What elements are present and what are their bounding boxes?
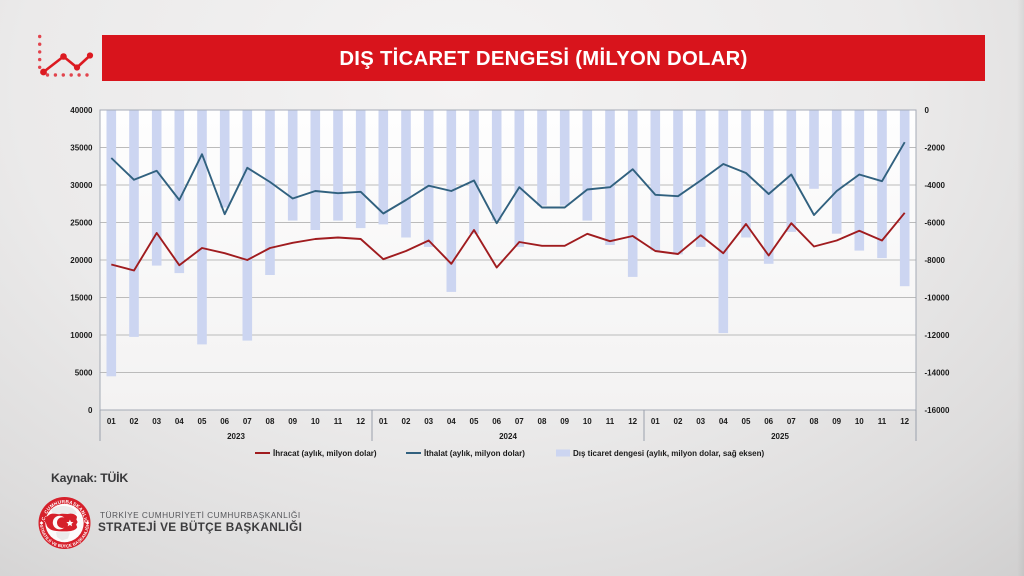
svg-text:12: 12 xyxy=(356,417,365,426)
svg-text:07: 07 xyxy=(787,417,796,426)
svg-text:10: 10 xyxy=(855,417,864,426)
svg-text:İthalat (aylık, milyon dolar): İthalat (aylık, milyon dolar) xyxy=(424,449,525,458)
svg-text:-4000: -4000 xyxy=(925,181,946,190)
svg-text:Dış ticaret dengesi (aylık, mi: Dış ticaret dengesi (aylık, milyon dolar… xyxy=(573,449,765,458)
svg-text:05: 05 xyxy=(742,417,751,426)
svg-text:07: 07 xyxy=(515,417,524,426)
svg-text:04: 04 xyxy=(719,417,728,426)
svg-text:09: 09 xyxy=(288,417,297,426)
svg-text:05: 05 xyxy=(470,417,479,426)
svg-text:01: 01 xyxy=(379,417,388,426)
svg-text:15000: 15000 xyxy=(70,293,93,302)
svg-text:25000: 25000 xyxy=(70,218,93,227)
svg-text:10: 10 xyxy=(583,417,592,426)
svg-text:2024: 2024 xyxy=(499,432,517,441)
svg-text:5000: 5000 xyxy=(75,368,93,377)
svg-text:03: 03 xyxy=(424,417,433,426)
svg-text:40000: 40000 xyxy=(70,106,93,115)
svg-text:35000: 35000 xyxy=(70,143,93,152)
svg-text:01: 01 xyxy=(107,417,116,426)
svg-text:-16000: -16000 xyxy=(925,406,950,415)
svg-text:11: 11 xyxy=(606,417,615,426)
svg-text:-2000: -2000 xyxy=(925,143,946,152)
svg-text:11: 11 xyxy=(334,417,343,426)
svg-text:-8000: -8000 xyxy=(925,256,946,265)
svg-text:04: 04 xyxy=(447,417,456,426)
svg-text:03: 03 xyxy=(696,417,705,426)
svg-text:04: 04 xyxy=(175,417,184,426)
svg-text:06: 06 xyxy=(220,417,229,426)
svg-text:08: 08 xyxy=(810,417,819,426)
svg-text:10000: 10000 xyxy=(70,331,93,340)
svg-text:-10000: -10000 xyxy=(925,293,950,302)
svg-text:-6000: -6000 xyxy=(925,218,946,227)
svg-text:2025: 2025 xyxy=(771,432,789,441)
svg-text:2023: 2023 xyxy=(227,432,245,441)
svg-text:0: 0 xyxy=(88,406,93,415)
svg-text:0: 0 xyxy=(925,106,930,115)
svg-text:02: 02 xyxy=(674,417,683,426)
svg-text:06: 06 xyxy=(492,417,501,426)
svg-text:09: 09 xyxy=(832,417,841,426)
svg-text:02: 02 xyxy=(402,417,411,426)
svg-text:05: 05 xyxy=(198,417,207,426)
svg-text:20000: 20000 xyxy=(70,256,93,265)
svg-text:09: 09 xyxy=(560,417,569,426)
svg-text:İhracat (aylık, milyon dolar): İhracat (aylık, milyon dolar) xyxy=(273,449,377,458)
svg-text:30000: 30000 xyxy=(70,181,93,190)
svg-text:01: 01 xyxy=(651,417,660,426)
svg-text:11: 11 xyxy=(878,417,887,426)
svg-text:03: 03 xyxy=(152,417,161,426)
svg-text:06: 06 xyxy=(764,417,773,426)
svg-text:02: 02 xyxy=(130,417,139,426)
svg-text:08: 08 xyxy=(538,417,547,426)
svg-text:-12000: -12000 xyxy=(925,331,950,340)
svg-text:08: 08 xyxy=(266,417,275,426)
svg-text:07: 07 xyxy=(243,417,252,426)
svg-text:12: 12 xyxy=(628,417,637,426)
svg-text:10: 10 xyxy=(311,417,320,426)
svg-text:-14000: -14000 xyxy=(925,368,950,377)
svg-text:12: 12 xyxy=(900,417,909,426)
